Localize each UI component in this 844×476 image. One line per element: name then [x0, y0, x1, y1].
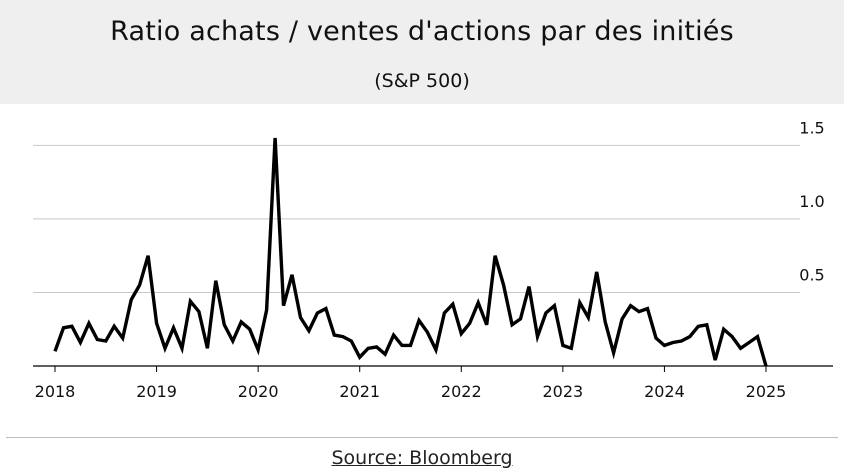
chart-subtitle: (S&P 500): [374, 70, 470, 92]
source-divider: [6, 437, 838, 438]
title-band: Ratio achats / ventes d'actions par des …: [0, 0, 844, 104]
x-tick-label: 2025: [746, 382, 787, 401]
x-tick-label: 2020: [238, 382, 279, 401]
gridlines: [33, 144, 800, 293]
chart-title: Ratio achats / ventes d'actions par des …: [110, 16, 734, 47]
y-axis-labels: 0.5 1.0 1.5: [799, 118, 824, 284]
x-tick-label: 2018: [35, 382, 76, 401]
y-tick-label: 1.0: [799, 192, 824, 211]
series-layer: [53, 137, 768, 367]
x-tick-label: 2021: [339, 382, 380, 401]
x-tick-label: 2023: [542, 382, 583, 401]
x-tick-label: 2022: [441, 382, 482, 401]
x-tick-label: 2024: [644, 382, 685, 401]
series-line: [53, 137, 768, 367]
x-axis: [33, 365, 833, 372]
x-axis-labels: 2018 2019 2020 2021 2022 2023 2024 2025: [35, 382, 787, 401]
y-tick-label: 0.5: [799, 265, 824, 284]
x-tick-label: 2019: [136, 382, 177, 401]
y-tick-label: 1.5: [799, 118, 824, 137]
source-link[interactable]: Source: Bloomberg: [331, 447, 513, 469]
